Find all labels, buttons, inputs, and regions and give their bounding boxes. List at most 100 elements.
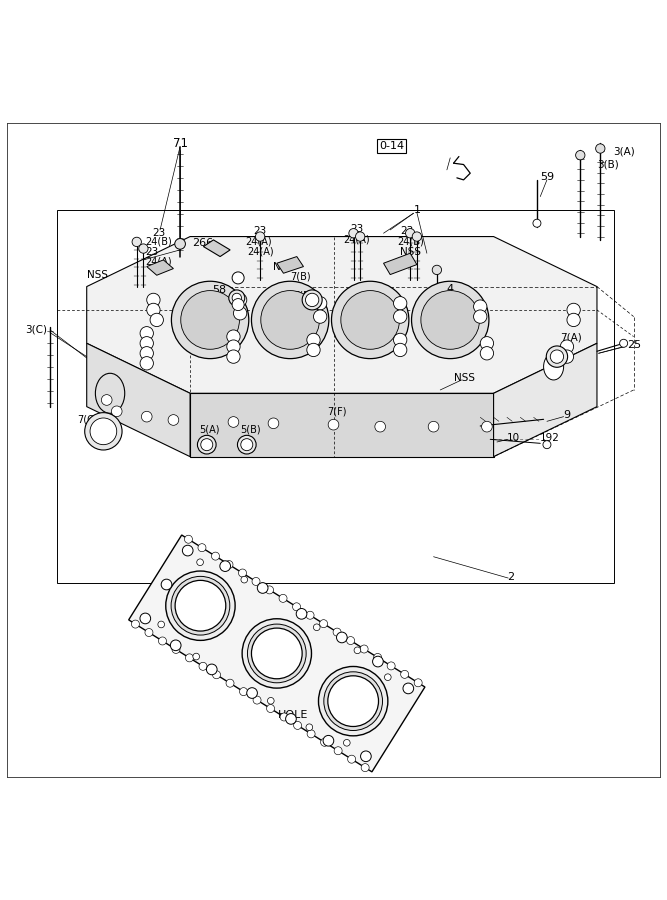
- Circle shape: [168, 415, 179, 426]
- Circle shape: [394, 333, 407, 346]
- Circle shape: [480, 337, 494, 350]
- Circle shape: [361, 763, 369, 771]
- Circle shape: [111, 406, 122, 417]
- Circle shape: [185, 654, 193, 662]
- Circle shape: [374, 653, 382, 662]
- Text: 7(D): 7(D): [220, 297, 241, 307]
- Circle shape: [172, 645, 180, 653]
- Circle shape: [181, 291, 239, 349]
- Text: 2: 2: [507, 572, 514, 581]
- Bar: [57, 210, 614, 583]
- Circle shape: [242, 619, 311, 688]
- Text: HOLE: HOLE: [278, 710, 309, 720]
- Circle shape: [253, 696, 261, 704]
- Polygon shape: [87, 343, 190, 456]
- Text: 7(E): 7(E): [293, 291, 313, 301]
- Polygon shape: [147, 260, 173, 275]
- Circle shape: [321, 738, 329, 746]
- Text: NSS: NSS: [273, 262, 294, 272]
- Circle shape: [360, 645, 368, 653]
- Circle shape: [265, 586, 273, 594]
- Circle shape: [211, 552, 219, 560]
- Circle shape: [361, 751, 372, 761]
- Text: 24(B): 24(B): [145, 237, 172, 247]
- Circle shape: [307, 333, 320, 346]
- Circle shape: [147, 303, 160, 317]
- Circle shape: [550, 350, 564, 364]
- Circle shape: [267, 698, 274, 704]
- Text: 24(A): 24(A): [247, 247, 273, 256]
- Circle shape: [158, 621, 165, 628]
- Circle shape: [199, 662, 207, 670]
- Polygon shape: [190, 393, 494, 456]
- Circle shape: [141, 411, 152, 422]
- Circle shape: [161, 580, 172, 590]
- Circle shape: [412, 232, 422, 241]
- Circle shape: [327, 676, 378, 726]
- Circle shape: [546, 346, 568, 367]
- Text: 23: 23: [152, 228, 165, 238]
- Circle shape: [432, 266, 442, 274]
- Circle shape: [375, 421, 386, 432]
- Circle shape: [197, 559, 203, 565]
- Circle shape: [296, 608, 307, 619]
- Circle shape: [567, 313, 580, 327]
- Circle shape: [318, 667, 388, 736]
- Circle shape: [474, 300, 487, 313]
- Text: 7(B): 7(B): [290, 272, 311, 282]
- Circle shape: [182, 545, 193, 556]
- Circle shape: [185, 536, 193, 544]
- Circle shape: [227, 350, 240, 364]
- Text: 7(C): 7(C): [77, 415, 97, 425]
- Circle shape: [373, 656, 384, 667]
- Circle shape: [237, 436, 256, 454]
- Circle shape: [401, 670, 409, 679]
- Circle shape: [239, 688, 247, 696]
- Text: 59: 59: [540, 172, 554, 182]
- Circle shape: [255, 232, 265, 241]
- Circle shape: [348, 755, 356, 763]
- Text: 71: 71: [173, 137, 187, 149]
- Circle shape: [567, 303, 580, 317]
- Circle shape: [140, 356, 153, 370]
- Circle shape: [560, 350, 574, 364]
- Circle shape: [233, 293, 247, 307]
- Circle shape: [280, 713, 288, 721]
- Circle shape: [414, 679, 422, 687]
- Circle shape: [241, 576, 247, 583]
- Circle shape: [145, 628, 153, 636]
- Circle shape: [421, 291, 480, 349]
- Circle shape: [344, 740, 350, 746]
- Circle shape: [175, 580, 226, 631]
- Text: 24(A): 24(A): [145, 256, 172, 267]
- Text: 23: 23: [400, 226, 414, 236]
- Circle shape: [171, 281, 249, 358]
- Circle shape: [560, 340, 574, 354]
- Circle shape: [166, 571, 235, 641]
- Text: 3(C): 3(C): [25, 325, 47, 335]
- Circle shape: [333, 628, 341, 636]
- Text: 5(A): 5(A): [199, 425, 219, 435]
- Text: 3(A): 3(A): [614, 146, 636, 157]
- Circle shape: [412, 281, 489, 358]
- Polygon shape: [277, 256, 303, 274]
- Circle shape: [198, 544, 206, 552]
- Circle shape: [384, 674, 391, 680]
- Circle shape: [267, 705, 275, 713]
- Text: 4: 4: [447, 284, 454, 293]
- Circle shape: [252, 578, 260, 586]
- Circle shape: [293, 603, 301, 611]
- Circle shape: [171, 576, 230, 635]
- Circle shape: [331, 281, 409, 358]
- Circle shape: [394, 297, 407, 310]
- Circle shape: [132, 238, 141, 247]
- Circle shape: [474, 310, 487, 323]
- Circle shape: [159, 637, 167, 645]
- Circle shape: [140, 613, 151, 624]
- Text: 1: 1: [414, 205, 420, 215]
- Polygon shape: [384, 253, 417, 274]
- Circle shape: [261, 291, 319, 349]
- Circle shape: [140, 346, 153, 360]
- Text: 3(B): 3(B): [597, 159, 619, 169]
- Circle shape: [101, 394, 112, 405]
